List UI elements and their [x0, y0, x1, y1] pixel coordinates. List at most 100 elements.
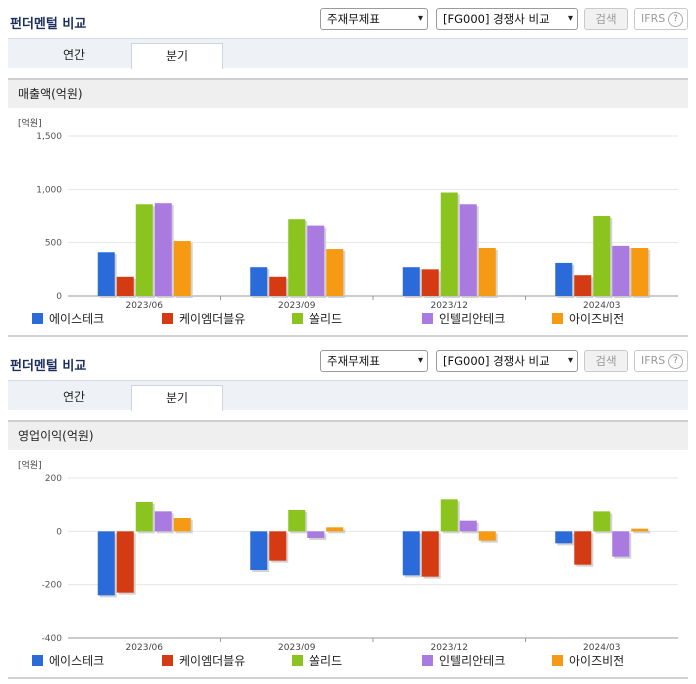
- tab-quarterly[interactable]: 분기: [131, 385, 223, 411]
- unit-label: [억원]: [18, 459, 42, 471]
- bar: [154, 511, 172, 532]
- help-icon[interactable]: ?: [668, 354, 683, 369]
- chart-legend: 에이스테크 케이엠더블유 쏠리드 인텔리안테크 아이즈비전: [8, 308, 688, 330]
- statement-type-value: 주재무제표: [327, 354, 380, 368]
- y-tick-label: -200: [42, 581, 63, 591]
- divider: [8, 677, 688, 679]
- bar: [326, 527, 344, 532]
- legend-label: 케이엠더블유: [179, 654, 246, 668]
- legend-item[interactable]: 케이엠더블유: [162, 312, 245, 326]
- bar: [612, 245, 630, 296]
- bar: [593, 511, 611, 532]
- bar: [288, 510, 306, 532]
- x-tick-label: 2024/03: [583, 301, 620, 308]
- legend-item[interactable]: 에이스테크: [32, 654, 104, 668]
- legend-item[interactable]: 에이스테크: [32, 312, 104, 326]
- bar: [440, 192, 458, 296]
- ifrs-label: IFRS: [641, 354, 666, 367]
- legend-label: 아이즈비전: [569, 312, 625, 326]
- panel-header: 펀더멘털 비교 주재무제표 ▾ [FG000] 경쟁사 비교 ▾ 검색 IFRS…: [0, 0, 696, 38]
- revenue-chart: [억원] 0 500 1,000 1,500 2023/06 2023/09 2023/12 2…: [8, 108, 688, 311]
- section-title: 영업이익(억원): [8, 420, 688, 450]
- bar: [173, 241, 191, 296]
- peer-group-select[interactable]: [FG000] 경쟁사 비교 ▾: [436, 8, 578, 30]
- ifrs-button[interactable]: IFRS ?: [634, 8, 688, 30]
- bar: [116, 276, 134, 296]
- statement-type-select[interactable]: 주재무제표 ▾: [320, 350, 428, 372]
- legend-item[interactable]: 쏠리드: [292, 312, 342, 326]
- y-tick-label: 0: [56, 527, 62, 537]
- y-tick-label: -400: [42, 634, 63, 644]
- legend-swatch: [292, 313, 303, 324]
- tab-annual[interactable]: 연간: [62, 390, 86, 404]
- bar: [250, 531, 268, 570]
- y-tick-label: 500: [45, 239, 62, 249]
- tab-quarterly[interactable]: 분기: [131, 43, 223, 69]
- x-tick-label: 2023/12: [431, 643, 468, 650]
- chevron-down-icon: ▾: [567, 355, 573, 366]
- chevron-down-icon: ▾: [417, 13, 423, 24]
- bar: [135, 502, 153, 532]
- bar: [269, 276, 287, 296]
- operating-profit-chart-svg: [억원] -400 -200 0 200 2023/06 2023/09 2023/12 202…: [18, 459, 678, 653]
- unit-label: [억원]: [18, 117, 42, 129]
- bar: [555, 531, 573, 544]
- help-icon[interactable]: ?: [668, 12, 683, 27]
- legend-swatch: [32, 313, 43, 324]
- bar: [478, 531, 496, 541]
- bar-shadow: [633, 530, 651, 534]
- bar: [574, 275, 592, 296]
- bar: [307, 225, 325, 296]
- bar: [421, 531, 439, 577]
- fundamental-panel-revenue: 펀더멘털 비교 주재무제표 ▾ [FG000] 경쟁사 비교 ▾ 검색 IFRS…: [0, 0, 696, 337]
- bar: [326, 249, 344, 296]
- legend-label: 쏠리드: [309, 654, 343, 668]
- bar: [440, 499, 458, 532]
- legend-item[interactable]: 쏠리드: [292, 654, 342, 668]
- search-button[interactable]: 검색: [584, 8, 628, 30]
- legend-label: 아이즈비전: [569, 654, 625, 668]
- operating-profit-chart: [억원] -400 -200 0 200 2023/06 2023/09 2023/12 202…: [8, 450, 688, 653]
- legend-item[interactable]: 케이엠더블유: [162, 654, 245, 668]
- x-tick-label: 2023/06: [126, 643, 164, 650]
- ifrs-button[interactable]: IFRS ?: [634, 350, 688, 372]
- bar: [402, 531, 420, 576]
- bar: [459, 204, 477, 296]
- panel-title: 펀더멘털 비교: [10, 359, 87, 374]
- panel-header: 펀더멘털 비교 주재무제표 ▾ [FG000] 경쟁사 비교 ▾ 검색 IFRS…: [0, 342, 696, 380]
- revenue-chart-svg: [억원] 0 500 1,000 1,500 2023/06 2023/09 2023/12 2…: [18, 117, 678, 311]
- panel-title: 펀더멘털 비교: [10, 17, 87, 32]
- statement-type-value: 주재무제표: [327, 12, 380, 26]
- bar: [593, 216, 611, 296]
- legend-label: 쏠리드: [309, 312, 343, 326]
- bar: [574, 531, 592, 565]
- bar: [116, 531, 134, 593]
- bar: [612, 531, 630, 557]
- statement-type-select[interactable]: 주재무제표 ▾: [320, 8, 428, 30]
- period-tabs: 연간 분기: [8, 38, 688, 69]
- bar: [459, 520, 477, 532]
- legend-swatch: [162, 655, 173, 666]
- legend-item[interactable]: 아이즈비전: [552, 654, 624, 668]
- bar: [173, 518, 191, 532]
- fundamental-panel-operating-profit: 펀더멘털 비교 주재무제표 ▾ [FG000] 경쟁사 비교 ▾ 검색 IFRS…: [0, 342, 696, 684]
- section-title: 매출액(억원): [8, 78, 688, 108]
- bar: [97, 531, 115, 596]
- search-button[interactable]: 검색: [584, 350, 628, 372]
- x-tick-label: 2024/03: [583, 643, 620, 650]
- bar: [97, 252, 115, 296]
- peer-group-value: [FG000] 경쟁사 비교: [443, 12, 550, 26]
- peer-group-select[interactable]: [FG000] 경쟁사 비교 ▾: [436, 350, 578, 372]
- legend-item[interactable]: 인텔리안테크: [422, 312, 505, 326]
- legend-item[interactable]: 인텔리안테크: [422, 654, 505, 668]
- legend-item[interactable]: 아이즈비전: [552, 312, 624, 326]
- chevron-down-icon: ▾: [417, 355, 423, 366]
- legend-swatch: [162, 313, 173, 324]
- tab-annual[interactable]: 연간: [62, 48, 86, 62]
- y-tick-label: 1,500: [36, 132, 62, 142]
- divider: [8, 335, 688, 337]
- y-tick-label: 200: [45, 474, 62, 484]
- bar: [631, 248, 649, 296]
- bar: [288, 219, 306, 296]
- legend-swatch: [292, 655, 303, 666]
